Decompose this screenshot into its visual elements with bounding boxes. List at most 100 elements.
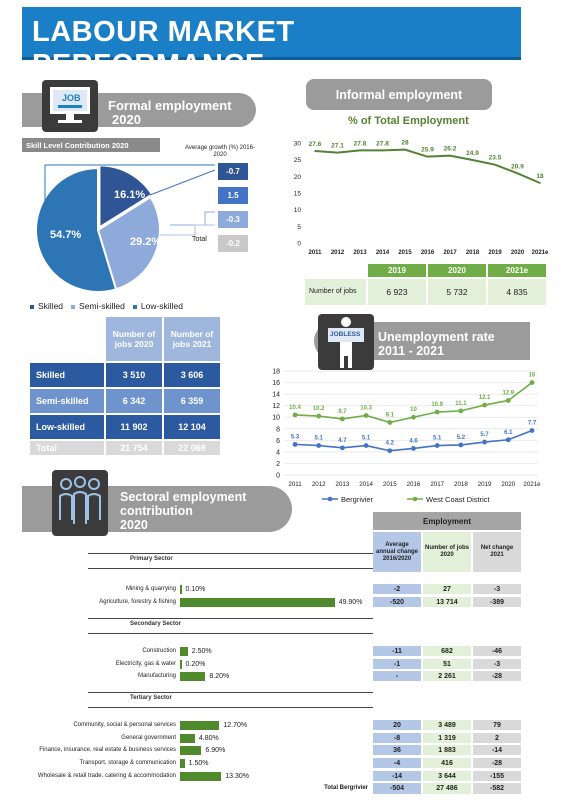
table-cell: 6 359 xyxy=(164,389,220,413)
x-tick-label: 2013 xyxy=(336,481,350,488)
net-change-cell: -28 xyxy=(473,758,521,768)
job-icon-label: JOB xyxy=(62,93,81,103)
pie-slice-low-skilled xyxy=(35,166,118,293)
pie-slice-label: 29.2% xyxy=(130,236,161,248)
informal-point xyxy=(336,151,339,154)
data-label: 11.1 xyxy=(455,401,467,407)
sector-bar xyxy=(180,585,182,594)
formal-employment-title: Formal employment 2020 xyxy=(108,99,232,127)
series-point xyxy=(363,443,369,448)
growth-header: Average growth (%) 2016-2020 xyxy=(185,145,255,158)
series-point xyxy=(292,412,298,418)
column-header: Average annual change 2016/2020 xyxy=(373,532,421,572)
data-label: 12.9 xyxy=(502,390,514,396)
sector-column-headers: Average annual change 2016/2020 Number of… xyxy=(373,532,521,572)
sector-name: Electricity, gas & water xyxy=(115,661,176,667)
sector-name: Agriculture, forestry & fishing xyxy=(99,599,176,605)
sector-bar xyxy=(180,759,185,768)
legend-item: Skilled xyxy=(30,301,63,311)
sector-group-label: Primary Sector xyxy=(130,556,173,562)
column-header: Net change 2021 xyxy=(473,532,521,572)
y-tick-label: 15 xyxy=(294,191,302,198)
jobs-cell: 3 489 xyxy=(423,720,471,730)
sector-pct: 0.10% xyxy=(185,586,206,593)
total-label: Total Bergrivier xyxy=(324,785,368,791)
table-row-label: Low-skilled xyxy=(30,415,104,439)
jobs-cell: 1 319 xyxy=(423,733,471,743)
x-tick-label: 2021e xyxy=(523,481,541,488)
data-label: 18 xyxy=(536,173,544,180)
jobs-cell: 1 883 xyxy=(423,745,471,755)
unemployment-title: Unemployment rate 2011 - 2021 xyxy=(378,330,495,358)
sector-name: Manufacturing xyxy=(137,673,176,679)
table-header: Number of jobs 2020 xyxy=(106,317,162,361)
legend-marker-icon xyxy=(132,304,137,309)
data-label: 5.1 xyxy=(433,436,442,442)
avg-change-cell: 36 xyxy=(373,745,421,755)
sectoral-title: Sectoral employment contribution 2020 xyxy=(120,490,246,532)
sector-name: Finance, insurance, real estate & busine… xyxy=(39,747,176,753)
x-tick-label: 2018 xyxy=(466,250,480,256)
informal-line-chart: 0 5 10 15 20 25 30 2011 2012 2013 2014 2015 2016 2017… xyxy=(294,140,549,256)
formal-year: 2020 xyxy=(112,112,141,127)
informal-point xyxy=(516,172,519,175)
data-label: 5.2 xyxy=(457,435,466,441)
x-tick-label: 2014 xyxy=(376,250,390,256)
series-point xyxy=(482,402,487,408)
informal-employment-header: Informal employment xyxy=(306,79,492,110)
series-point xyxy=(340,416,345,422)
series-point xyxy=(292,441,298,447)
formal-heading: Formal employment xyxy=(108,98,232,113)
y-tick-label: 8 xyxy=(276,426,280,433)
sector-pct: 0.20% xyxy=(185,661,206,668)
x-tick-label: 2015 xyxy=(398,250,412,256)
sector-pct: 4.80% xyxy=(198,735,219,742)
informal-jobs-table: 2019 6 923 2020 5 732 2021e 4 835 Number of jo… xyxy=(305,264,546,306)
data-label: 12.1 xyxy=(479,395,491,401)
series-point xyxy=(387,420,393,425)
sector-name: Community, social & personal services xyxy=(73,722,176,728)
sectoral-year: 2020 xyxy=(120,518,148,532)
unemployment-heading: Unemployment rate xyxy=(378,330,495,344)
sector-name: Mining & quarrying xyxy=(125,586,176,592)
table-header: Number of jobs 2021 xyxy=(164,317,220,361)
legend-label: Low-skilled xyxy=(140,301,183,311)
pie-legend: Skilled Semi-skilled Low-skilled xyxy=(30,301,183,311)
connector-line xyxy=(149,169,216,196)
y-tick-label: 4 xyxy=(276,449,280,456)
sector-group-label: Tertiary Sector xyxy=(130,695,172,701)
x-tick-label: 2018 xyxy=(454,481,468,488)
series-point xyxy=(505,398,511,403)
x-tick-label: 2021e xyxy=(532,250,549,256)
net-change-cell: -3 xyxy=(473,584,521,594)
x-tick-label: 2012 xyxy=(331,250,345,256)
sector-bar xyxy=(180,598,335,607)
legend-marker-icon xyxy=(71,304,76,309)
legend-item: Semi-skilled xyxy=(71,301,125,311)
informal-chart-title: % of Total Employment xyxy=(348,115,469,127)
x-tick-label: 2013 xyxy=(353,250,367,256)
table-row-label: Skilled xyxy=(30,363,104,387)
legend-marker xyxy=(412,496,418,502)
table-cell: 4 835 xyxy=(488,279,546,305)
jobs-cell: 2 261 xyxy=(423,671,471,681)
sectoral-heading-1: Sectoral employment xyxy=(120,490,247,504)
series-point xyxy=(529,428,535,433)
x-tick-label: 2012 xyxy=(312,481,326,488)
growth-box: -0.3 xyxy=(218,211,248,228)
legend-label: Bergrivier xyxy=(341,495,374,504)
sector-name: Construction xyxy=(142,648,176,654)
jobs-cell: 416 xyxy=(423,758,471,768)
net-change-cell: -46 xyxy=(473,646,521,656)
series-point xyxy=(316,413,322,419)
legend-marker-icon xyxy=(30,304,34,309)
legend-marker xyxy=(327,496,333,502)
sector-pct: 12.70% xyxy=(223,722,248,729)
y-tick-label: 18 xyxy=(272,369,280,376)
pie-slice-label: 54.7% xyxy=(50,229,81,241)
skill-pie-chart: 16.1% 29.2% 54.7% xyxy=(35,164,216,293)
total-avg-cell: -504 xyxy=(373,783,421,794)
sector-bar xyxy=(180,672,206,681)
sector-name: Transport, storage & communication xyxy=(79,760,177,766)
data-label: 10.4 xyxy=(289,405,301,411)
